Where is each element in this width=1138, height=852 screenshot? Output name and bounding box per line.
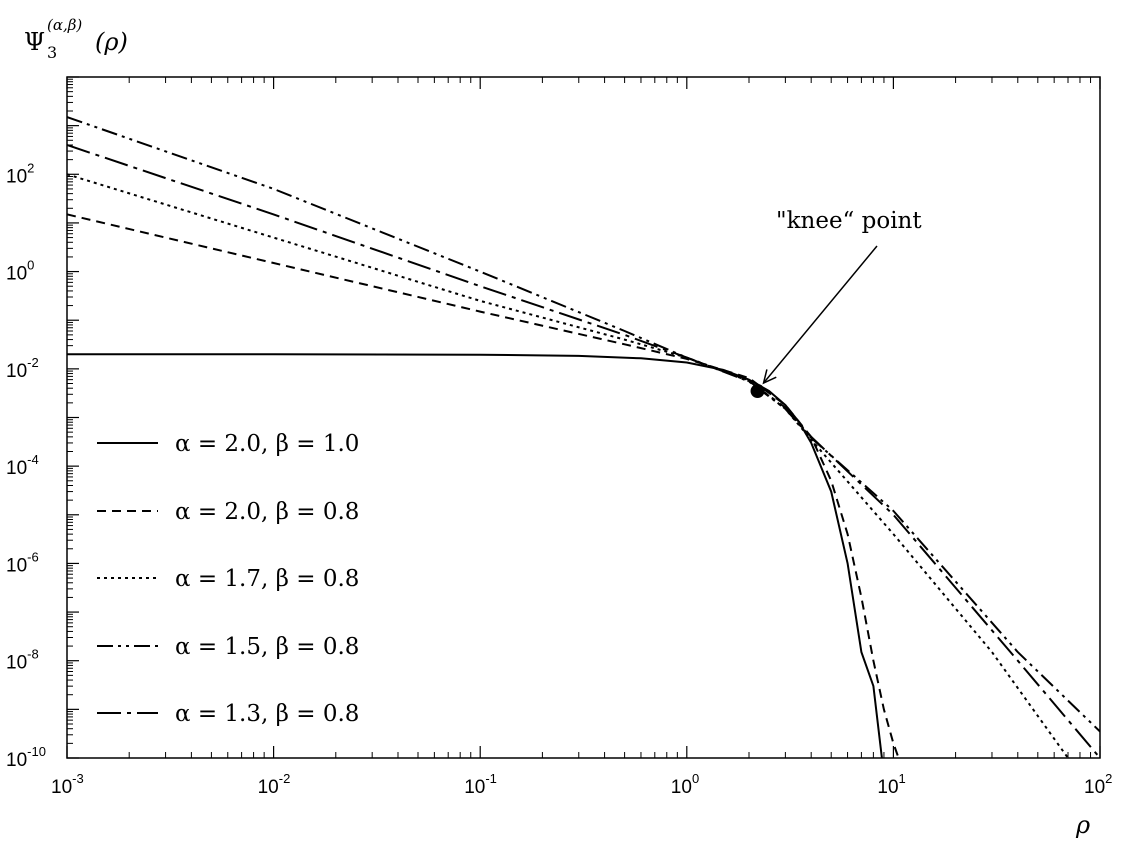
svg-text:Ψ: Ψ <box>24 28 45 56</box>
y-tick-label: 10-4 <box>6 452 39 479</box>
series-line-3 <box>67 173 1069 758</box>
y-axis-label-sub: 3 <box>47 43 57 62</box>
y-tick-label: 10-10 <box>6 744 46 771</box>
knee-point-marker <box>750 384 765 399</box>
x-tick-label: 100 <box>671 771 699 798</box>
svg-text:(ρ): (ρ) <box>95 28 128 56</box>
y-axis-label-arg: (ρ) <box>95 28 128 56</box>
y-axis-label-sup: (α,β) <box>47 16 82 34</box>
svg-text:(α,β): (α,β) <box>47 16 82 34</box>
series-line-5 <box>67 144 1100 758</box>
major-ticks <box>66 76 1101 759</box>
x-tick-labels: 10-3 10-2 10-1 100 101 102 <box>51 771 1112 798</box>
legend-label: α = 1.3, β = 0.8 <box>175 701 359 727</box>
x-axis-label: ρ <box>1075 811 1090 839</box>
y-tick-label: 102 <box>6 160 34 187</box>
knee-annotation-label: "knee“ point <box>776 208 922 234</box>
x-tick-label: 10-2 <box>258 771 291 798</box>
y-axis-label-base: Ψ <box>24 28 45 56</box>
minor-ticks <box>67 77 1092 758</box>
y-axis-label: Ψ 3 (α,β) (ρ) <box>24 16 128 62</box>
x-tick-label: 10-3 <box>51 771 84 798</box>
knee-arrow <box>762 245 878 384</box>
knee-arrowhead <box>762 369 777 385</box>
series-line-2 <box>67 213 900 758</box>
legend-label: α = 2.0, β = 0.8 <box>175 499 359 525</box>
legend-label: α = 2.0, β = 1.0 <box>175 431 359 457</box>
x-tick-label: 10-1 <box>464 771 497 798</box>
y-tick-label: 10-8 <box>6 647 39 674</box>
y-tick-label: 10-2 <box>6 355 39 382</box>
y-tick-label: 10-6 <box>6 549 39 576</box>
svg-text:3: 3 <box>47 43 57 62</box>
series-line-1 <box>67 353 883 758</box>
knee-annotation: "knee“ point <box>750 208 922 399</box>
y-tick-label: 100 <box>6 258 34 285</box>
series-lines <box>67 116 1100 758</box>
legend-label: α = 1.5, β = 0.8 <box>175 634 359 660</box>
y-tick-labels: 102 100 10-2 10-4 10-6 10-8 10-10 <box>6 160 46 771</box>
legend: α = 2.0, β = 1.0 α = 2.0, β = 0.8 α = 1.7,… <box>97 431 359 727</box>
legend-label: α = 1.7, β = 0.8 <box>175 566 359 592</box>
x-tick-label: 101 <box>877 771 905 798</box>
x-tick-label: 102 <box>1084 771 1112 798</box>
